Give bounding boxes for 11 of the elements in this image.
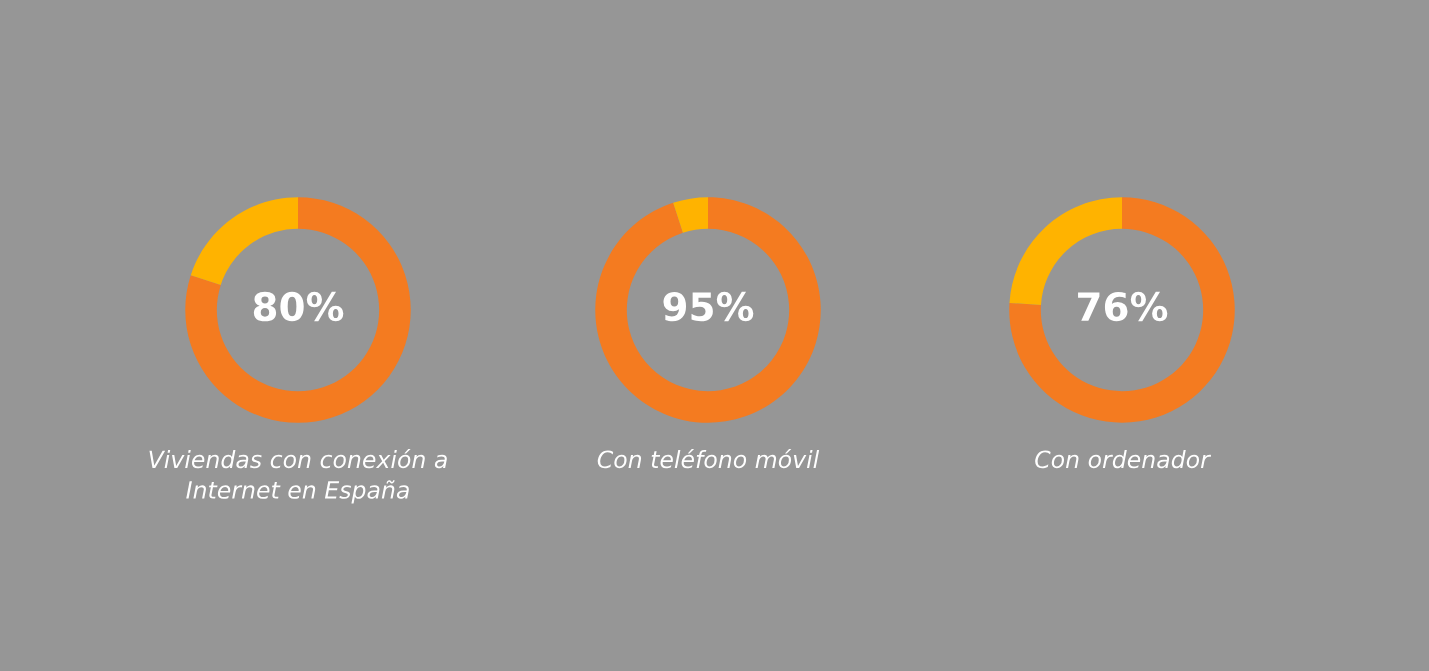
donut-slice [673, 197, 708, 233]
donut-slice [190, 197, 298, 285]
donut-slice [595, 197, 821, 423]
donut-slice [1009, 197, 1235, 423]
text: 76% [1078, 291, 1168, 322]
donut-slice [185, 197, 411, 423]
text: Viviendas con conexión a Internet en España [149, 449, 447, 504]
text: Con ordenador [1035, 450, 1212, 469]
text: Con teléfono móvil [597, 449, 820, 469]
text: 80% [253, 291, 344, 322]
text: 95% [663, 291, 754, 322]
